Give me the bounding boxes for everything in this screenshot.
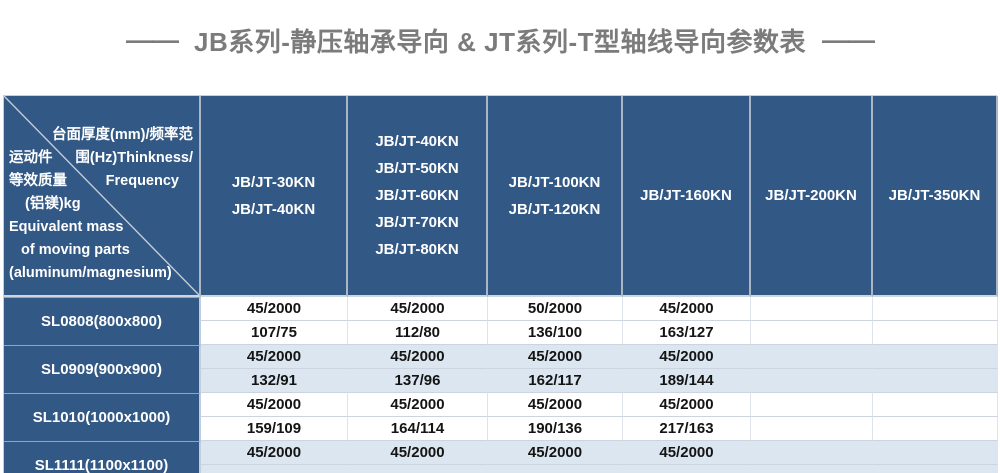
data-cell	[623, 465, 751, 473]
data-cell: 45/2000	[201, 441, 348, 465]
data-cell	[751, 465, 873, 473]
corner-line: 等效质量 Frequency	[9, 170, 193, 193]
column-header-1: JB/JT-40KN JB/JT-50KN JB/JT-60KN JB/JT-70KN…	[348, 96, 488, 297]
column-header-5: JB/JT-350KN	[873, 96, 998, 297]
corner-text-left: of moving parts	[21, 242, 130, 258]
corner-text-left: (铝镁)kg	[25, 196, 81, 212]
corner-text-left: Equivalent mass	[9, 219, 124, 235]
data-cell: 45/2000	[488, 345, 623, 369]
data-cell	[873, 321, 998, 345]
corner-text-left: 运动件	[9, 150, 53, 166]
data-cell	[873, 465, 998, 473]
title-dash-right: ——	[822, 24, 875, 55]
corner-line: of moving parts	[9, 239, 193, 262]
corner-line: (铝镁)kg	[9, 193, 193, 216]
data-cell	[873, 297, 998, 321]
data-cell: 50/2000	[488, 297, 623, 321]
data-cell: 45/2000	[623, 297, 751, 321]
data-cell: 45/2000	[201, 345, 348, 369]
corner-text-right: 台面厚度(mm)/频率范	[52, 127, 193, 143]
column-header-line: JB/JT-80KN	[375, 241, 459, 258]
corner-text-right: Frequency	[105, 173, 179, 189]
data-cell: 107/75	[201, 321, 348, 345]
column-header-line: JB/JT-40KN	[375, 133, 459, 150]
column-header-2: JB/JT-100KN JB/JT-120KN	[488, 96, 623, 297]
data-cell	[751, 369, 873, 393]
data-cell	[873, 345, 998, 369]
data-cell	[201, 465, 348, 473]
data-cell: 112/80	[348, 321, 488, 345]
corner-text-right: 围(Hz)Thinkness/	[75, 150, 193, 166]
data-cell	[488, 465, 623, 473]
data-cell: 163/127	[623, 321, 751, 345]
data-cell	[751, 393, 873, 417]
column-header-line: JB/JT-350KN	[888, 187, 981, 204]
column-header-3: JB/JT-160KN	[623, 96, 751, 297]
data-cell	[873, 369, 998, 393]
corner-text-left: (aluminum/magnesium)	[9, 265, 172, 281]
title-dash-left: ——	[125, 24, 179, 55]
page-title-bar: —— JB系列-静压轴承导向 & JT系列-T型轴线导向参数表 ——	[0, 14, 1000, 66]
corner-line: 台面厚度(mm)/频率范	[9, 124, 193, 147]
data-cell: 45/2000	[348, 297, 488, 321]
data-cell: 45/2000	[623, 441, 751, 465]
data-cell	[348, 465, 488, 473]
corner-line: (aluminum/magnesium)	[9, 262, 193, 285]
column-header-line: JB/JT-30KN	[231, 173, 316, 191]
data-cell: 132/91	[201, 369, 348, 393]
data-cell: 45/2000	[488, 441, 623, 465]
data-cell	[751, 321, 873, 345]
data-cell: 137/96	[348, 369, 488, 393]
data-cell	[873, 417, 998, 441]
page-title: JB系列-静压轴承导向 & JT系列-T型轴线导向参数表	[193, 26, 806, 57]
row-label: SL0808(800x800)	[4, 297, 201, 345]
data-cell: 45/2000	[201, 393, 348, 417]
column-header-4: JB/JT-200KN	[751, 96, 873, 297]
data-cell: 159/109	[201, 417, 348, 441]
column-header-line: JB/JT-200KN	[765, 187, 857, 204]
data-cell: 45/2000	[348, 345, 488, 369]
column-header-0: JB/JT-30KN JB/JT-40KN	[201, 96, 348, 297]
column-header-line: JB/JT-60KN	[375, 187, 459, 204]
data-cell: 45/2000	[348, 441, 488, 465]
data-cell: 164/114	[348, 417, 488, 441]
data-cell: 136/100	[488, 321, 623, 345]
column-header-line: JB/JT-100KN	[508, 173, 601, 191]
column-header-line: JB/JT-40KN	[231, 200, 316, 218]
row-label: SL1111(1100x1100)	[4, 441, 201, 473]
data-cell	[751, 345, 873, 369]
data-cell	[751, 441, 873, 465]
data-cell: 217/163	[623, 417, 751, 441]
column-header-line: JB/JT-50KN	[375, 160, 459, 177]
data-cell: 162/117	[488, 369, 623, 393]
data-cell	[751, 417, 873, 441]
column-header-line: JB/JT-70KN	[375, 214, 459, 231]
data-cell	[873, 393, 998, 417]
data-cell: 45/2000	[623, 393, 751, 417]
corner-text-left: 等效质量	[9, 173, 67, 189]
data-cell: 190/136	[488, 417, 623, 441]
data-cell: 45/2000	[488, 393, 623, 417]
corner-header-cell: 台面厚度(mm)/频率范 运动件 围(Hz)Thinkness/ 等效质量 Fr…	[4, 96, 201, 297]
column-header-line: JB/JT-120KN	[508, 200, 601, 218]
corner-line: Equivalent mass	[9, 216, 193, 239]
data-cell	[873, 441, 998, 465]
row-label: SL0909(900x900)	[4, 345, 201, 393]
column-header-line: JB/JT-160KN	[640, 187, 732, 204]
data-cell: 45/2000	[623, 345, 751, 369]
data-cell	[751, 297, 873, 321]
data-cell: 45/2000	[348, 393, 488, 417]
corner-line: 运动件 围(Hz)Thinkness/	[9, 147, 193, 170]
data-cell: 45/2000	[201, 297, 348, 321]
data-cell: 189/144	[623, 369, 751, 393]
parameter-table: 台面厚度(mm)/频率范 运动件 围(Hz)Thinkness/ 等效质量 Fr…	[3, 95, 998, 473]
row-label: SL1010(1000x1000)	[4, 393, 201, 441]
